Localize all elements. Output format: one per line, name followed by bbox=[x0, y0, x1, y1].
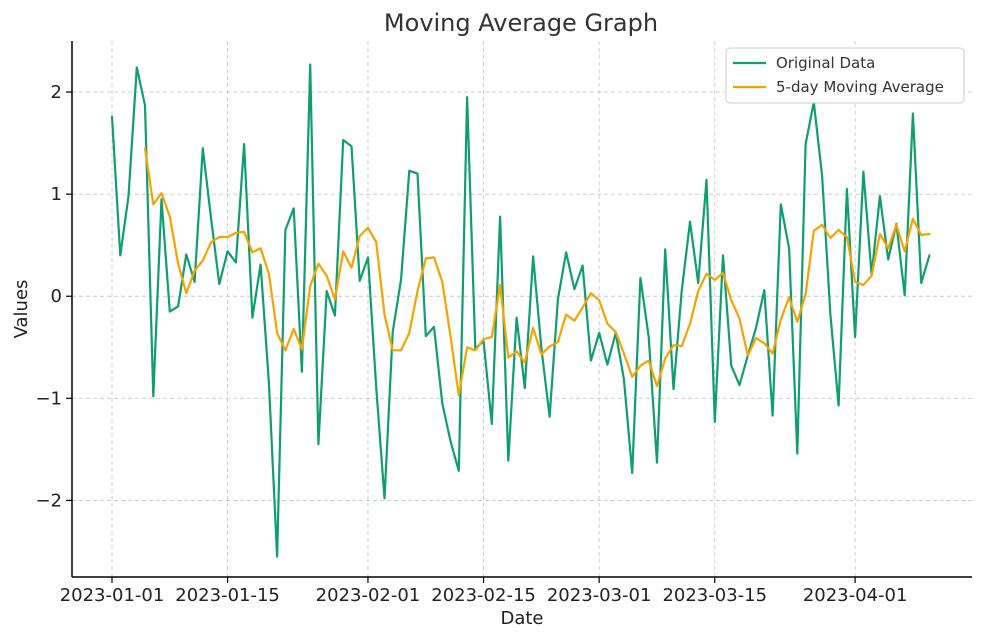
x-tick-label: 2023-04-01 bbox=[803, 585, 908, 606]
series-line-original-data bbox=[110, 63, 931, 558]
y-tick-label: 0 bbox=[51, 286, 62, 307]
legend-box bbox=[725, 47, 965, 104]
chart-title: Moving Average Graph bbox=[384, 9, 658, 37]
legend-label-moving-average: 5-day Moving Average bbox=[776, 78, 944, 96]
x-tick-label: 2023-03-15 bbox=[662, 585, 767, 606]
y-tick-label: 1 bbox=[51, 184, 62, 205]
x-tick-label: 2023-02-01 bbox=[316, 585, 421, 606]
x-tick-label: 2023-01-01 bbox=[60, 585, 165, 606]
x-tick-label: 2023-03-01 bbox=[547, 585, 652, 606]
y-tick-label: −2 bbox=[35, 490, 62, 511]
axes bbox=[71, 41, 972, 578]
series-lines bbox=[110, 63, 931, 558]
series-line-moving-average bbox=[143, 147, 931, 397]
grid-lines bbox=[72, 41, 972, 577]
x-ticks: 2023-01-01 2023-01-15 2023-02-01 2023-02-15… bbox=[60, 577, 908, 606]
x-axis-label: Date bbox=[500, 608, 543, 629]
y-axis-label: Values bbox=[11, 280, 32, 339]
legend: Original Data 5-day Moving Average bbox=[725, 47, 965, 104]
legend-label-original: Original Data bbox=[776, 54, 875, 72]
x-tick-label: 2023-01-15 bbox=[175, 585, 280, 606]
y-tick-label: 2 bbox=[51, 82, 62, 103]
y-tick-label: −1 bbox=[35, 388, 62, 409]
y-ticks: 2 1 0 −1 −2 bbox=[35, 82, 72, 511]
x-tick-label: 2023-02-15 bbox=[431, 585, 536, 606]
